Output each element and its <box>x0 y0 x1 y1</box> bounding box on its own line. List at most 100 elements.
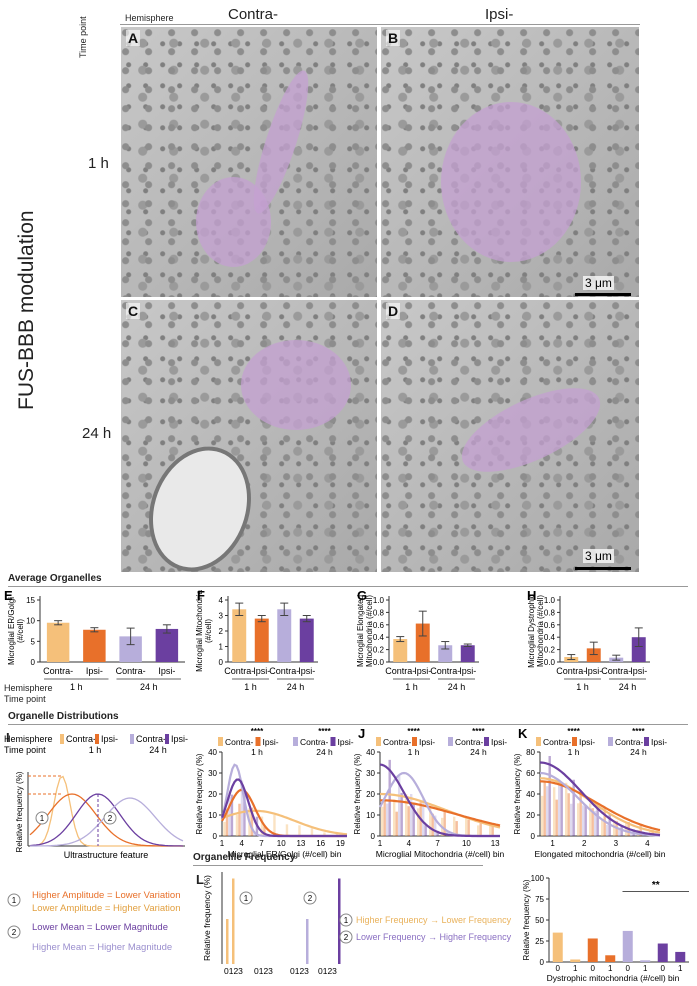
bar-F <box>232 609 247 662</box>
legend-swatch-ER <box>255 737 261 746</box>
bar-H <box>631 637 646 662</box>
legend-swatch-K <box>644 737 649 746</box>
x-tick-label-J: 10 <box>462 839 471 848</box>
hist-bar-K <box>639 823 642 836</box>
tick-label-G: 0.2 <box>373 646 385 655</box>
schematic-y-label: Relative frequency (%) <box>15 771 24 852</box>
tick-label-L: 25 <box>535 937 544 946</box>
group-label-F: 1 h <box>244 682 257 692</box>
tick-label-ER: 40 <box>208 748 217 757</box>
hist-bar-J <box>383 800 386 836</box>
hist-bar-ER <box>250 807 254 836</box>
l-x-ticks: 0123 <box>224 966 243 976</box>
group-label-H: 1 h <box>576 682 589 692</box>
hist-bar-K <box>541 795 544 836</box>
hemisphere-label: Hemisphere <box>125 13 174 23</box>
scale-bar-top <box>575 293 631 296</box>
tick-label-G: 0.8 <box>373 608 385 617</box>
curve-ER <box>221 809 348 836</box>
hist-bar-J <box>443 811 446 836</box>
tick-label-E: 0 <box>31 658 36 667</box>
significance-K: **** <box>567 727 580 736</box>
column-title-contra: Contra- <box>228 6 279 23</box>
significance-K: **** <box>632 727 645 736</box>
tick-label-L: 0 <box>540 958 545 967</box>
legend-group-K: 1 h <box>568 747 580 757</box>
tick-label-E: 5 <box>31 637 36 646</box>
hist-bar-K <box>572 779 575 836</box>
x-tick-label-L: 0 <box>556 964 561 973</box>
hist-bar-J <box>489 826 492 836</box>
l-x-ticks: 0123 <box>290 966 309 976</box>
distribution-charts: **** ****Contra- Ipsi- Contra- Ipsi-1 h 24 h0… <box>195 726 667 859</box>
tick-label-J: 30 <box>366 769 375 778</box>
hist-bar-K <box>630 833 633 836</box>
hist-bar-J <box>477 825 480 836</box>
category-label-F: Contra- <box>269 666 299 676</box>
x-tick-label-K: 2 <box>582 839 587 848</box>
category-label-E: Ipsi- <box>86 666 103 676</box>
section-average-organelles: Average Organelles <box>8 573 102 584</box>
x-tick-label-ER: 7 <box>259 839 264 848</box>
hist-bar-K <box>584 805 587 836</box>
l-key-text: Higher Frequency → Lower Frequency <box>356 915 512 925</box>
y-label-G: Mitochondria (#/cell) <box>365 595 374 667</box>
tick-label-E: 15 <box>26 596 35 605</box>
x-tick-label-L: 0 <box>661 964 666 973</box>
category-label-H: Ipsi- <box>630 666 647 676</box>
hist-bar-K <box>594 810 597 836</box>
legend-label-ER: Contra- <box>225 737 254 747</box>
category-label-G: Ipsi- <box>459 666 476 676</box>
hist-bar-J <box>412 803 415 836</box>
key-marker-num: 1 <box>12 896 17 905</box>
category-label-E: Contra- <box>116 666 146 676</box>
y-label-F: Microglial Mitochondria <box>195 590 204 672</box>
legend-swatch-I <box>95 734 99 744</box>
l-key-num: 1 <box>344 916 349 925</box>
tick-label-F: 1 <box>219 643 224 652</box>
category-label-G: Ipsi- <box>414 666 431 676</box>
x-tick-label-L: 1 <box>608 964 613 973</box>
l-y-label: Relative frequency (%) <box>202 875 212 961</box>
tick-label-H: 0.8 <box>544 608 556 617</box>
scale-label-top: 3 μm <box>583 276 614 290</box>
legend-group-J: 24 h <box>470 747 487 757</box>
em-image-D <box>381 300 639 572</box>
legend-label-J: Ipsi- <box>419 737 435 747</box>
hist-bar-J <box>398 776 401 836</box>
hist-bar-ER <box>310 827 314 836</box>
hist-bar-ER <box>273 814 276 836</box>
key-text: Lower Amplitude = Higher Variation <box>32 903 180 914</box>
category-label-E: Ipsi- <box>158 666 175 676</box>
panel-label-I: I <box>6 730 10 745</box>
hist-bar-ER <box>243 792 246 836</box>
group-label-E: 1 h <box>70 682 83 692</box>
hist-bar-K <box>558 779 561 836</box>
bar-F <box>254 618 269 662</box>
y-label-H: Mitochondria (#/cell) <box>536 595 545 667</box>
hist-bar-J <box>393 799 396 836</box>
hist-bar-J <box>424 825 427 836</box>
group-label-H: 24 h <box>619 682 637 692</box>
hist-bar-K <box>620 826 623 836</box>
hist-bar-ER <box>263 826 266 836</box>
x-tick-label-L: 1 <box>678 964 683 973</box>
y-label-J: Relative frequency (%) <box>353 753 362 834</box>
bar-E <box>83 629 106 662</box>
group-label-E: 24 h <box>140 682 158 692</box>
tick-label-L: 50 <box>535 916 544 925</box>
x-tick-label-J: 4 <box>407 839 412 848</box>
tick-label-H: 0.4 <box>544 633 556 642</box>
legend-group-K: 24 h <box>630 747 647 757</box>
hist-bar-K <box>625 822 628 836</box>
schematic-marker <box>35 811 49 825</box>
tick-label-J: 20 <box>366 790 375 799</box>
x-tick-label-ER: 16 <box>316 839 325 848</box>
category-label-H: Contra- <box>556 666 586 676</box>
hist-bar-K <box>618 828 621 836</box>
hist-bar-ER <box>260 816 264 836</box>
tick-label-G: 0.0 <box>373 658 385 667</box>
key-text: Higher Mean = Higher Magnitude <box>32 942 172 953</box>
key-marker <box>7 925 21 939</box>
